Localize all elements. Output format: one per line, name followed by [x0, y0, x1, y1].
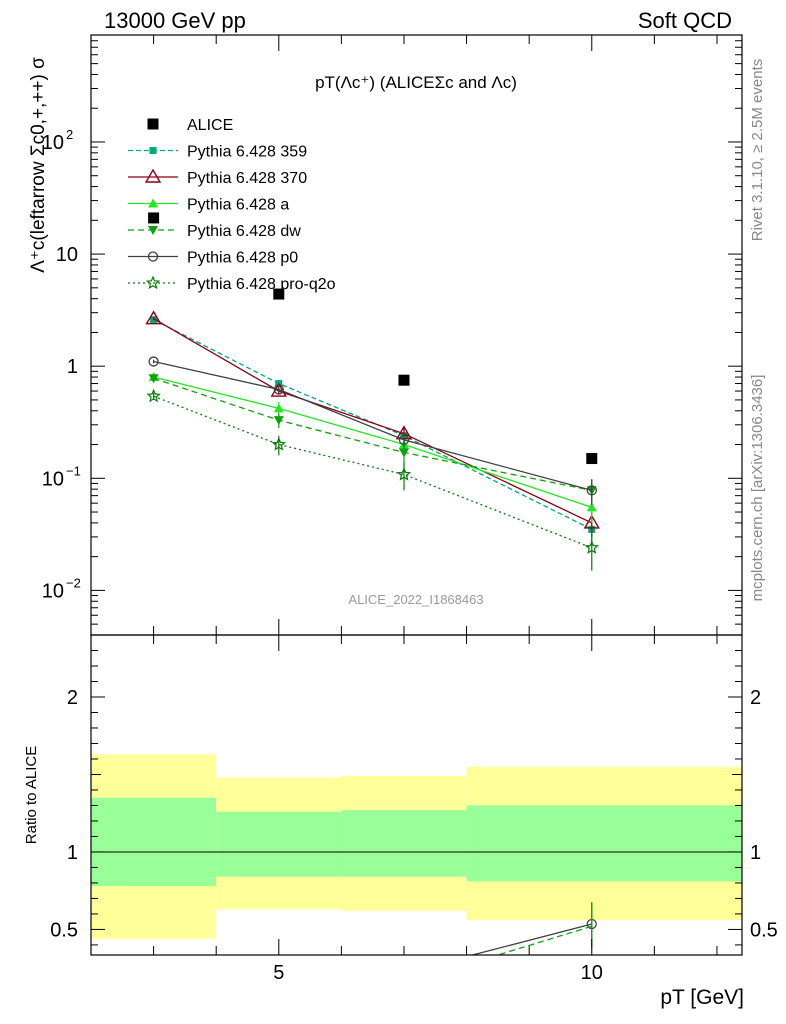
data-point: [398, 374, 410, 386]
legend-marker: [148, 226, 158, 235]
legend-marker: [147, 251, 159, 262]
x-tick-label: 10: [581, 962, 603, 984]
uncertainty-band-inner: [91, 797, 217, 887]
plot-title: pT(Λc⁺) (ALICEΣc and Λc): [315, 73, 517, 92]
data-point: [271, 436, 286, 451]
series-pythia-6-428-359: [150, 316, 596, 546]
data-point: [586, 453, 598, 465]
legend-entry-pythia-6-428-a: Pythia 6.428 a: [128, 197, 289, 214]
ratio-y-tick-label-right: 0.5: [750, 919, 778, 941]
legend-label: Pythia 6.428 dw: [187, 223, 301, 240]
legend-entry-pythia-6-428-p0: Pythia 6.428 p0: [128, 250, 298, 267]
legend: ALICE Pythia 6.428 359 Pythia 6.428 370 Pyt…: [128, 117, 336, 293]
series-line: [153, 319, 593, 530]
ratio-line: [495, 925, 592, 955]
legend-marker: [149, 147, 157, 154]
data-point: [584, 540, 600, 554]
ratio-line: [469, 923, 592, 955]
legend-marker: [145, 275, 161, 290]
source-label: mcplots.cern.ch [arXiv:1306.3436]: [749, 375, 766, 602]
main-y-tick-label: 1: [67, 356, 78, 378]
legend-entry-pythia-6-428-370: Pythia 6.428 370: [128, 168, 307, 187]
analysis-label: ALICE_2022_I1868463: [348, 592, 483, 607]
energy-label: 13000 GeV pp: [104, 8, 246, 33]
data-point: [270, 382, 288, 397]
main-y-tick-exponent: −2: [66, 575, 81, 590]
main-y-tick-exponent: 2: [66, 127, 73, 142]
series-pythia-6-428-a: [148, 372, 597, 523]
series-line: [153, 377, 592, 492]
data-point: [148, 374, 159, 384]
ratio-y-ticks: 0.5 0.5 1 1 2 2: [50, 649, 778, 946]
data-point: [146, 388, 161, 403]
legend-label: Pythia 6.428 359: [187, 144, 307, 161]
data-point: [586, 485, 597, 496]
data-point: [273, 403, 284, 413]
ratio-frame: [90, 634, 743, 956]
ratio-y-tick-label: 0.5: [50, 919, 78, 941]
series-line: [153, 376, 593, 509]
main-y-label: Λ⁺c(leftarrow Σc0,+,++) σ: [28, 57, 49, 273]
legend-marker: [148, 198, 158, 208]
series-line: [153, 395, 593, 549]
series-line: [153, 360, 592, 492]
ratio-bands: [91, 754, 742, 939]
series-pythia-6-428-pro-q2o: [146, 388, 600, 571]
series-alice: [148, 212, 598, 465]
uncertainty-band-inner: [216, 811, 342, 877]
data-point: [273, 384, 284, 395]
main-y-tick-label: 10: [42, 468, 64, 490]
series-line: [153, 318, 593, 524]
legend-marker: [147, 118, 159, 130]
x-axis-label: pT [GeV]: [660, 986, 744, 1009]
rivet-label: Rivet 3.1.10, ≥ 2.5M events: [749, 59, 766, 242]
ratio-y-tick-label: 1: [67, 842, 78, 864]
category-label: Soft QCD: [638, 8, 732, 33]
uncertainty-band-inner: [341, 810, 467, 877]
data-point: [398, 448, 409, 458]
legend-label: Pythia 6.428 p0: [187, 250, 298, 267]
legend-label: ALICE: [187, 117, 233, 134]
main-y-tick-exponent: −1: [66, 463, 81, 478]
data-point: [273, 288, 285, 300]
main-x-ticks: [90, 35, 718, 635]
legend-entry-pythia-6-428-dw: Pythia 6.428 dw: [128, 223, 301, 240]
data-point: [273, 416, 284, 426]
main-y-tick-label: 10: [42, 580, 64, 602]
ratio-y-tick-label: 2: [67, 687, 78, 709]
legend-label: Pythia 6.428 370: [187, 170, 307, 187]
ratio-y-tick-label-right: 2: [750, 687, 761, 709]
data-point: [148, 212, 160, 224]
data-point: [148, 356, 159, 367]
main-series: [145, 212, 600, 571]
data-point: [145, 310, 162, 325]
main-y-tick-label: 10: [42, 132, 64, 154]
ratio-y-tick-label-right: 1: [750, 842, 761, 864]
data-point: [396, 466, 412, 481]
data-point: [398, 434, 410, 446]
main-y-tick-label: 10: [56, 244, 78, 266]
data-point: [583, 514, 600, 529]
legend-entry-pythia-6-428-pro-q2o: Pythia 6.428 pro-q2o: [128, 275, 336, 293]
legend-entry-pythia-6-428-359: Pythia 6.428 359: [128, 144, 307, 161]
legend-marker: [144, 168, 162, 183]
uncertainty-band-inner: [466, 805, 742, 882]
legend-label: Pythia 6.428 pro-q2o: [187, 276, 336, 293]
legend-label: Pythia 6.428 a: [187, 197, 289, 214]
x-tick-label: 5: [273, 962, 284, 984]
series-pythia-6-428-370: [145, 310, 600, 537]
ratio-x-ticks: 5 10: [90, 635, 718, 984]
ratio-y-label: Ratio to ALICE: [23, 746, 40, 844]
series-pythia-6-428-p0: [148, 356, 597, 505]
series-pythia-6-428-dw: [148, 374, 597, 505]
data-point: [586, 502, 597, 512]
legend-entry-alice: ALICE: [147, 117, 233, 134]
ratio-panel: 0.5 0.5 1 1 2 2 5 10 Ratio to ALICE pT [GeV]: [23, 634, 778, 1009]
